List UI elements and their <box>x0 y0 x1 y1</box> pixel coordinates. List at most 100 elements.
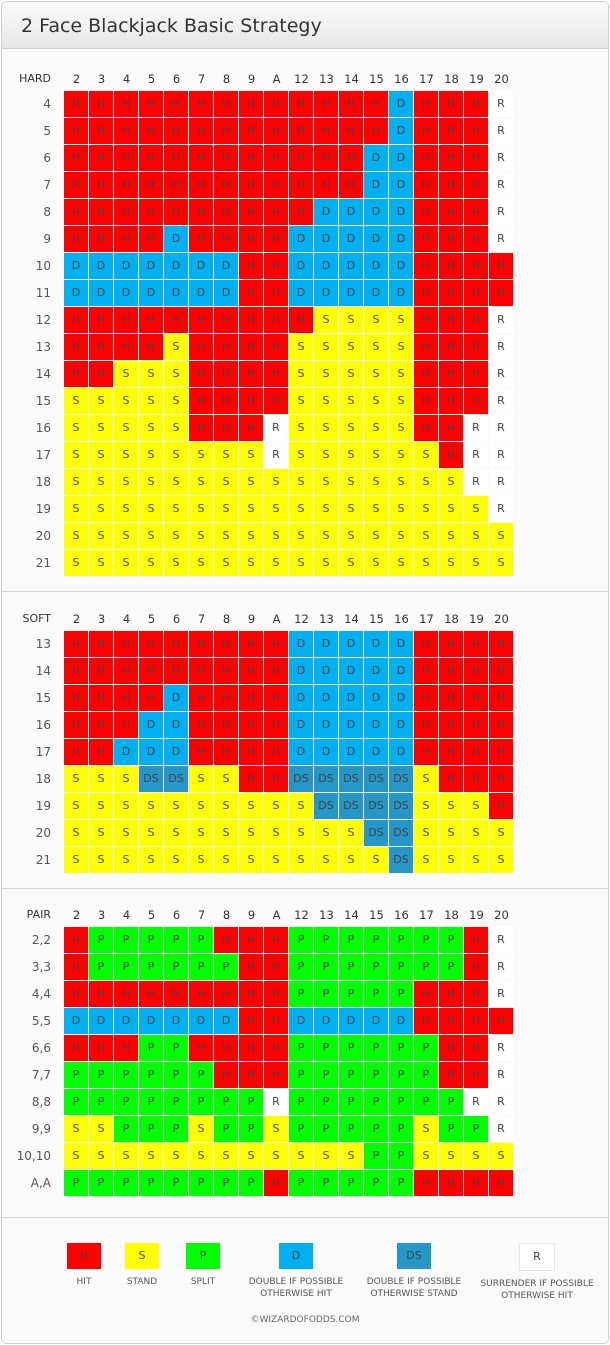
strategy-cell: R <box>489 954 513 980</box>
strategy-cell: S <box>314 496 338 522</box>
table-row: 12 H H H H H H H H H H S S S S H H H R <box>2 307 608 334</box>
strategy-cell: S <box>64 550 88 576</box>
strategy-cell: R <box>489 334 513 360</box>
strategy-cell: H <box>414 280 438 306</box>
strategy-cell: H <box>89 226 113 252</box>
strategy-cell: S <box>114 820 138 846</box>
strategy-cell: S <box>364 847 388 873</box>
strategy-cell: P <box>289 927 313 953</box>
strategy-cell: P <box>414 927 438 953</box>
legend-swatch: D <box>279 1243 313 1269</box>
strategy-cell: P <box>289 1170 313 1196</box>
strategy-cell: S <box>164 469 188 495</box>
strategy-cell: S <box>439 469 463 495</box>
strategy-cell: S <box>214 442 238 468</box>
strategy-cell: H <box>264 118 288 144</box>
strategy-cell: S <box>139 793 163 819</box>
strategy-cell: P <box>164 1089 188 1115</box>
table-row: 21 S S S S S S S S S S S S S S S S S S <box>2 550 608 577</box>
strategy-cell: D <box>389 712 413 738</box>
strategy-cell: P <box>114 1116 138 1142</box>
strategy-cell: H <box>339 145 363 171</box>
strategy-cell: H <box>289 172 313 198</box>
strategy-cell: S <box>439 793 463 819</box>
strategy-cell: H <box>89 334 113 360</box>
strategy-cell: S <box>364 550 388 576</box>
strategy-cell: H <box>214 145 238 171</box>
strategy-cell: P <box>139 1170 163 1196</box>
strategy-cell: P <box>89 954 113 980</box>
legend-label-line: DOUBLE IF POSSIBLE <box>248 1277 344 1287</box>
strategy-cell: D <box>389 253 413 279</box>
strategy-cell: H <box>139 631 163 657</box>
strategy-cell: P <box>364 1062 388 1088</box>
strategy-cell: P <box>164 927 188 953</box>
strategy-cell: D <box>314 712 338 738</box>
strategy-cell: DS <box>164 766 188 792</box>
strategy-cell: H <box>189 981 213 1007</box>
strategy-cell: S <box>314 550 338 576</box>
strategy-cell: S <box>489 1143 513 1169</box>
strategy-cell: S <box>139 820 163 846</box>
strategy-cell: H <box>189 91 213 117</box>
strategy-cell: H <box>189 631 213 657</box>
strategy-cell: H <box>339 172 363 198</box>
strategy-cell: H <box>264 739 288 765</box>
strategy-cell: D <box>289 712 313 738</box>
strategy-cell: D <box>89 1008 113 1034</box>
strategy-cell: S <box>89 847 113 873</box>
strategy-cell: S <box>139 523 163 549</box>
strategy-cell: H <box>489 253 513 279</box>
strategy-cell: S <box>64 469 88 495</box>
column-header: 16 <box>394 612 409 626</box>
strategy-cell: S <box>489 523 513 549</box>
column-header: 19 <box>469 908 484 922</box>
strategy-cell: S <box>164 388 188 414</box>
row-label: 9,9 <box>31 1122 51 1136</box>
strategy-cell: H <box>239 1008 263 1034</box>
strategy-cell: S <box>264 550 288 576</box>
strategy-cell: P <box>89 1062 113 1088</box>
strategy-cell: P <box>114 1170 138 1196</box>
strategy-cell: D <box>364 280 388 306</box>
strategy-cell: R <box>489 388 513 414</box>
strategy-cell: H <box>489 685 513 711</box>
strategy-cell: H <box>414 712 438 738</box>
column-header: 6 <box>172 908 181 922</box>
strategy-cell: H <box>189 118 213 144</box>
strategy-cell: H <box>189 712 213 738</box>
strategy-cell: D <box>339 658 363 684</box>
row-label: 15 <box>35 691 51 705</box>
strategy-cell: H <box>239 307 263 333</box>
column-header: 4 <box>122 612 131 626</box>
column-header: 14 <box>344 612 359 626</box>
strategy-cell: P <box>114 927 138 953</box>
strategy-cell: P <box>339 1062 363 1088</box>
strategy-cell: H <box>189 415 213 441</box>
strategy-cell: S <box>414 766 438 792</box>
strategy-cell: S <box>464 523 488 549</box>
strategy-cell: D <box>389 658 413 684</box>
strategy-cell: H <box>264 927 288 953</box>
strategy-cell: S <box>489 820 513 846</box>
strategy-cell: H <box>439 1062 463 1088</box>
strategy-cell: H <box>89 172 113 198</box>
strategy-cell: H <box>114 712 138 738</box>
strategy-cell: H <box>264 145 288 171</box>
strategy-cell: S <box>264 820 288 846</box>
strategy-cell: S <box>339 820 363 846</box>
strategy-cell: P <box>414 1089 438 1115</box>
row-label: 17 <box>35 745 51 759</box>
row-label: A,A <box>30 1176 51 1190</box>
section-label: PAIR <box>26 908 51 921</box>
strategy-cell: H <box>189 226 213 252</box>
strategy-cell: H <box>414 1008 438 1034</box>
column-header: 16 <box>394 908 409 922</box>
strategy-cell: S <box>314 523 338 549</box>
strategy-cell: P <box>114 954 138 980</box>
strategy-cell: D <box>189 280 213 306</box>
strategy-cell: S <box>314 469 338 495</box>
strategy-cell: S <box>114 361 138 387</box>
column-header: A <box>272 612 281 626</box>
